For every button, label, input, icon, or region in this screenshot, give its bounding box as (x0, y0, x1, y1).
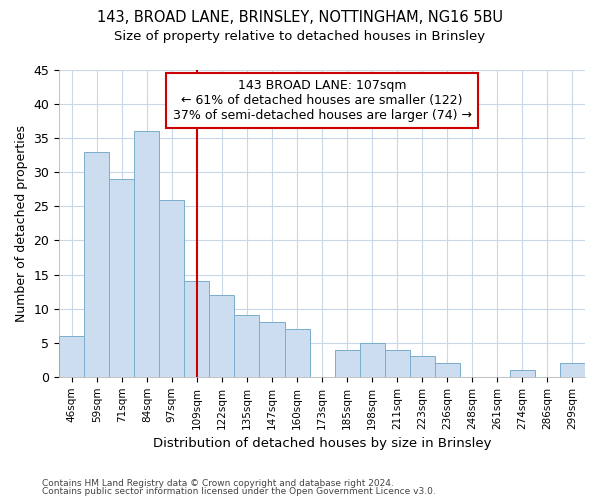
Bar (184, 282, 209, 377)
Bar (284, 329, 310, 377)
Text: 143, BROAD LANE, BRINSLEY, NOTTINGHAM, NG16 5BU: 143, BROAD LANE, BRINSLEY, NOTTINGHAM, N… (97, 10, 503, 25)
Bar (84, 152, 109, 377)
Text: 143 BROAD LANE: 107sqm
← 61% of detached houses are smaller (122)
37% of semi-de: 143 BROAD LANE: 107sqm ← 61% of detached… (173, 79, 472, 122)
Bar (335, 350, 359, 377)
Bar (59, 336, 84, 377)
Bar (359, 342, 385, 377)
Bar (134, 132, 160, 377)
X-axis label: Distribution of detached houses by size in Brinsley: Distribution of detached houses by size … (153, 437, 491, 450)
Text: Contains public sector information licensed under the Open Government Licence v3: Contains public sector information licen… (42, 487, 436, 496)
Bar (385, 350, 410, 377)
Bar (209, 295, 235, 377)
Bar (410, 356, 435, 377)
Bar (560, 363, 585, 377)
Bar (510, 370, 535, 377)
Text: Contains HM Land Registry data © Crown copyright and database right 2024.: Contains HM Land Registry data © Crown c… (42, 478, 394, 488)
Bar (109, 179, 134, 377)
Bar (259, 322, 284, 377)
Y-axis label: Number of detached properties: Number of detached properties (15, 125, 28, 322)
Bar (160, 200, 184, 377)
Text: Size of property relative to detached houses in Brinsley: Size of property relative to detached ho… (115, 30, 485, 43)
Bar (435, 363, 460, 377)
Bar (235, 316, 259, 377)
